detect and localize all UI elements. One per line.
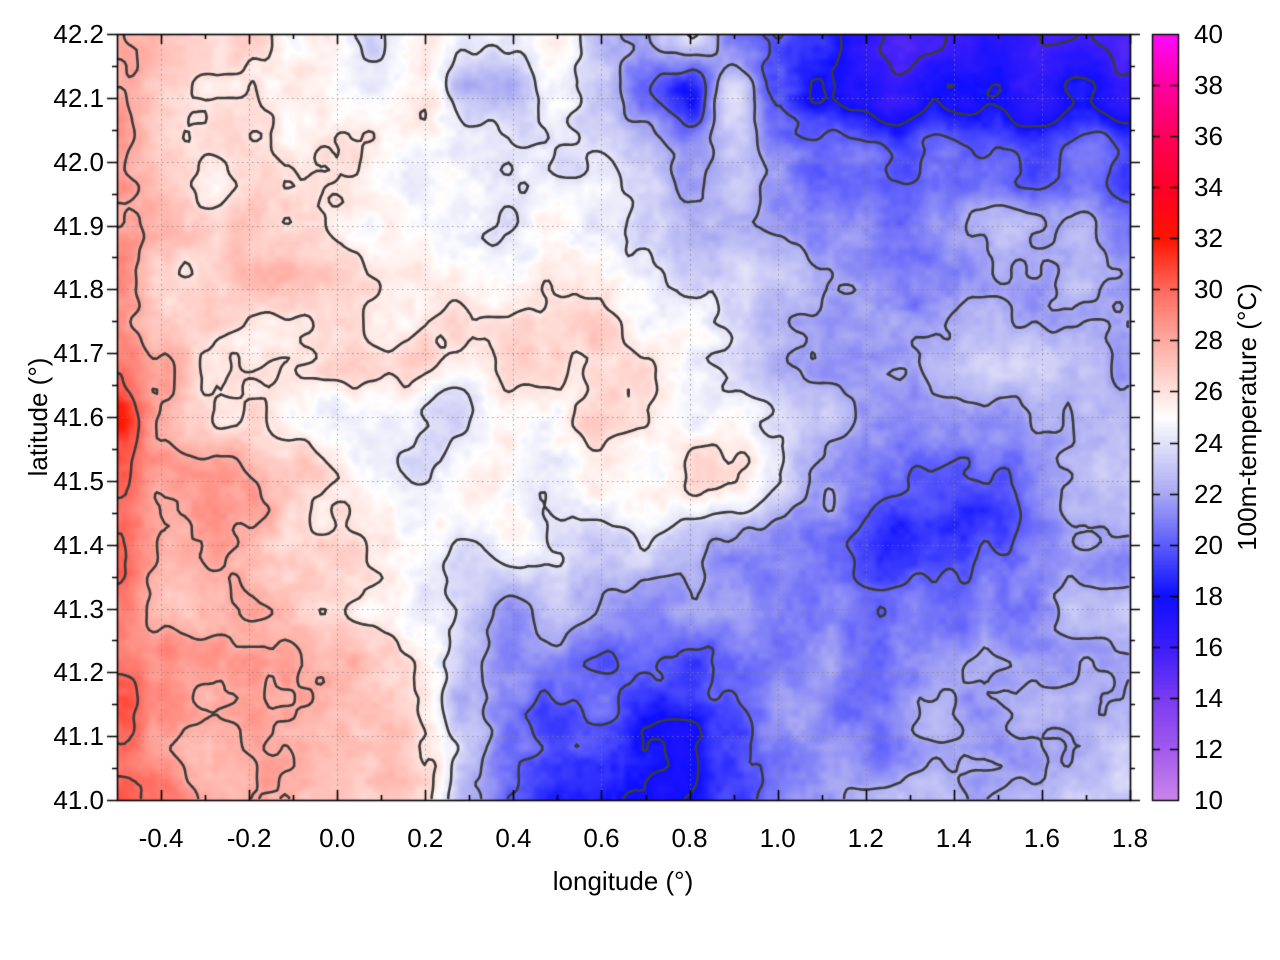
- colorbar-tick-label: 10: [1194, 785, 1223, 815]
- colorbar-tick-label: 40: [1194, 19, 1223, 49]
- x-axis-title: longitude (°): [552, 866, 694, 896]
- y-tick-label: 41.9: [53, 210, 104, 241]
- x-tick-label: -0.2: [226, 823, 272, 853]
- x-tick-label: -0.4: [138, 823, 184, 853]
- x-tick-label: 1.4: [935, 823, 972, 853]
- x-tick-label: 1.8: [1111, 823, 1149, 853]
- y-tick-label: 41.1: [53, 721, 104, 752]
- colorbar-tick-label: 22: [1194, 478, 1223, 509]
- y-tick-label: 42.0: [53, 146, 104, 177]
- colorbar-title: 100m-temperature (°C): [1232, 283, 1262, 551]
- y-axis-title: latitude (°): [23, 357, 53, 477]
- x-tick-label: 1.0: [759, 823, 796, 853]
- colorbar-tick-label: 30: [1194, 274, 1223, 305]
- x-tick-label: 1.6: [1023, 823, 1060, 853]
- x-tick-label: 0.8: [671, 823, 708, 853]
- colorbar-tick-label: 14: [1194, 682, 1223, 713]
- colorbar-tick-label: 24: [1194, 427, 1223, 458]
- colorbar-tick-label: 20: [1194, 529, 1223, 560]
- colorbar-tick-label: 38: [1194, 70, 1223, 101]
- x-tick-label: 0.4: [495, 823, 532, 853]
- colorbar-tick-label: 12: [1194, 733, 1223, 764]
- x-tick-label: 0.6: [583, 823, 620, 853]
- x-tick-label: 0.0: [319, 823, 356, 853]
- y-tick-label: 41.0: [53, 785, 104, 815]
- y-tick-label: 41.8: [53, 274, 104, 305]
- y-tick-label: 41.2: [53, 657, 104, 688]
- y-tick-label: 41.6: [53, 402, 104, 432]
- y-tick-label: 42.1: [53, 82, 104, 113]
- colorbar-tick-label: 32: [1194, 223, 1223, 254]
- y-tick-label: 42.2: [53, 19, 104, 49]
- colorbar-tick-label: 16: [1194, 631, 1223, 662]
- y-tick-label: 41.7: [53, 338, 104, 369]
- colorbar-tick-label: 26: [1194, 376, 1223, 407]
- y-tick-label: 41.4: [53, 529, 104, 560]
- colorbar-tick-label: 34: [1194, 172, 1223, 203]
- y-tick-label: 41.5: [53, 465, 104, 496]
- x-tick-label: 0.2: [407, 823, 444, 853]
- y-tick-label: 41.3: [53, 593, 104, 624]
- colorbar-tick-label: 18: [1194, 580, 1223, 611]
- colorbar-tick-label: 28: [1194, 325, 1223, 356]
- x-tick-label: 1.2: [847, 823, 884, 853]
- colorbar-tick-label: 36: [1194, 121, 1223, 152]
